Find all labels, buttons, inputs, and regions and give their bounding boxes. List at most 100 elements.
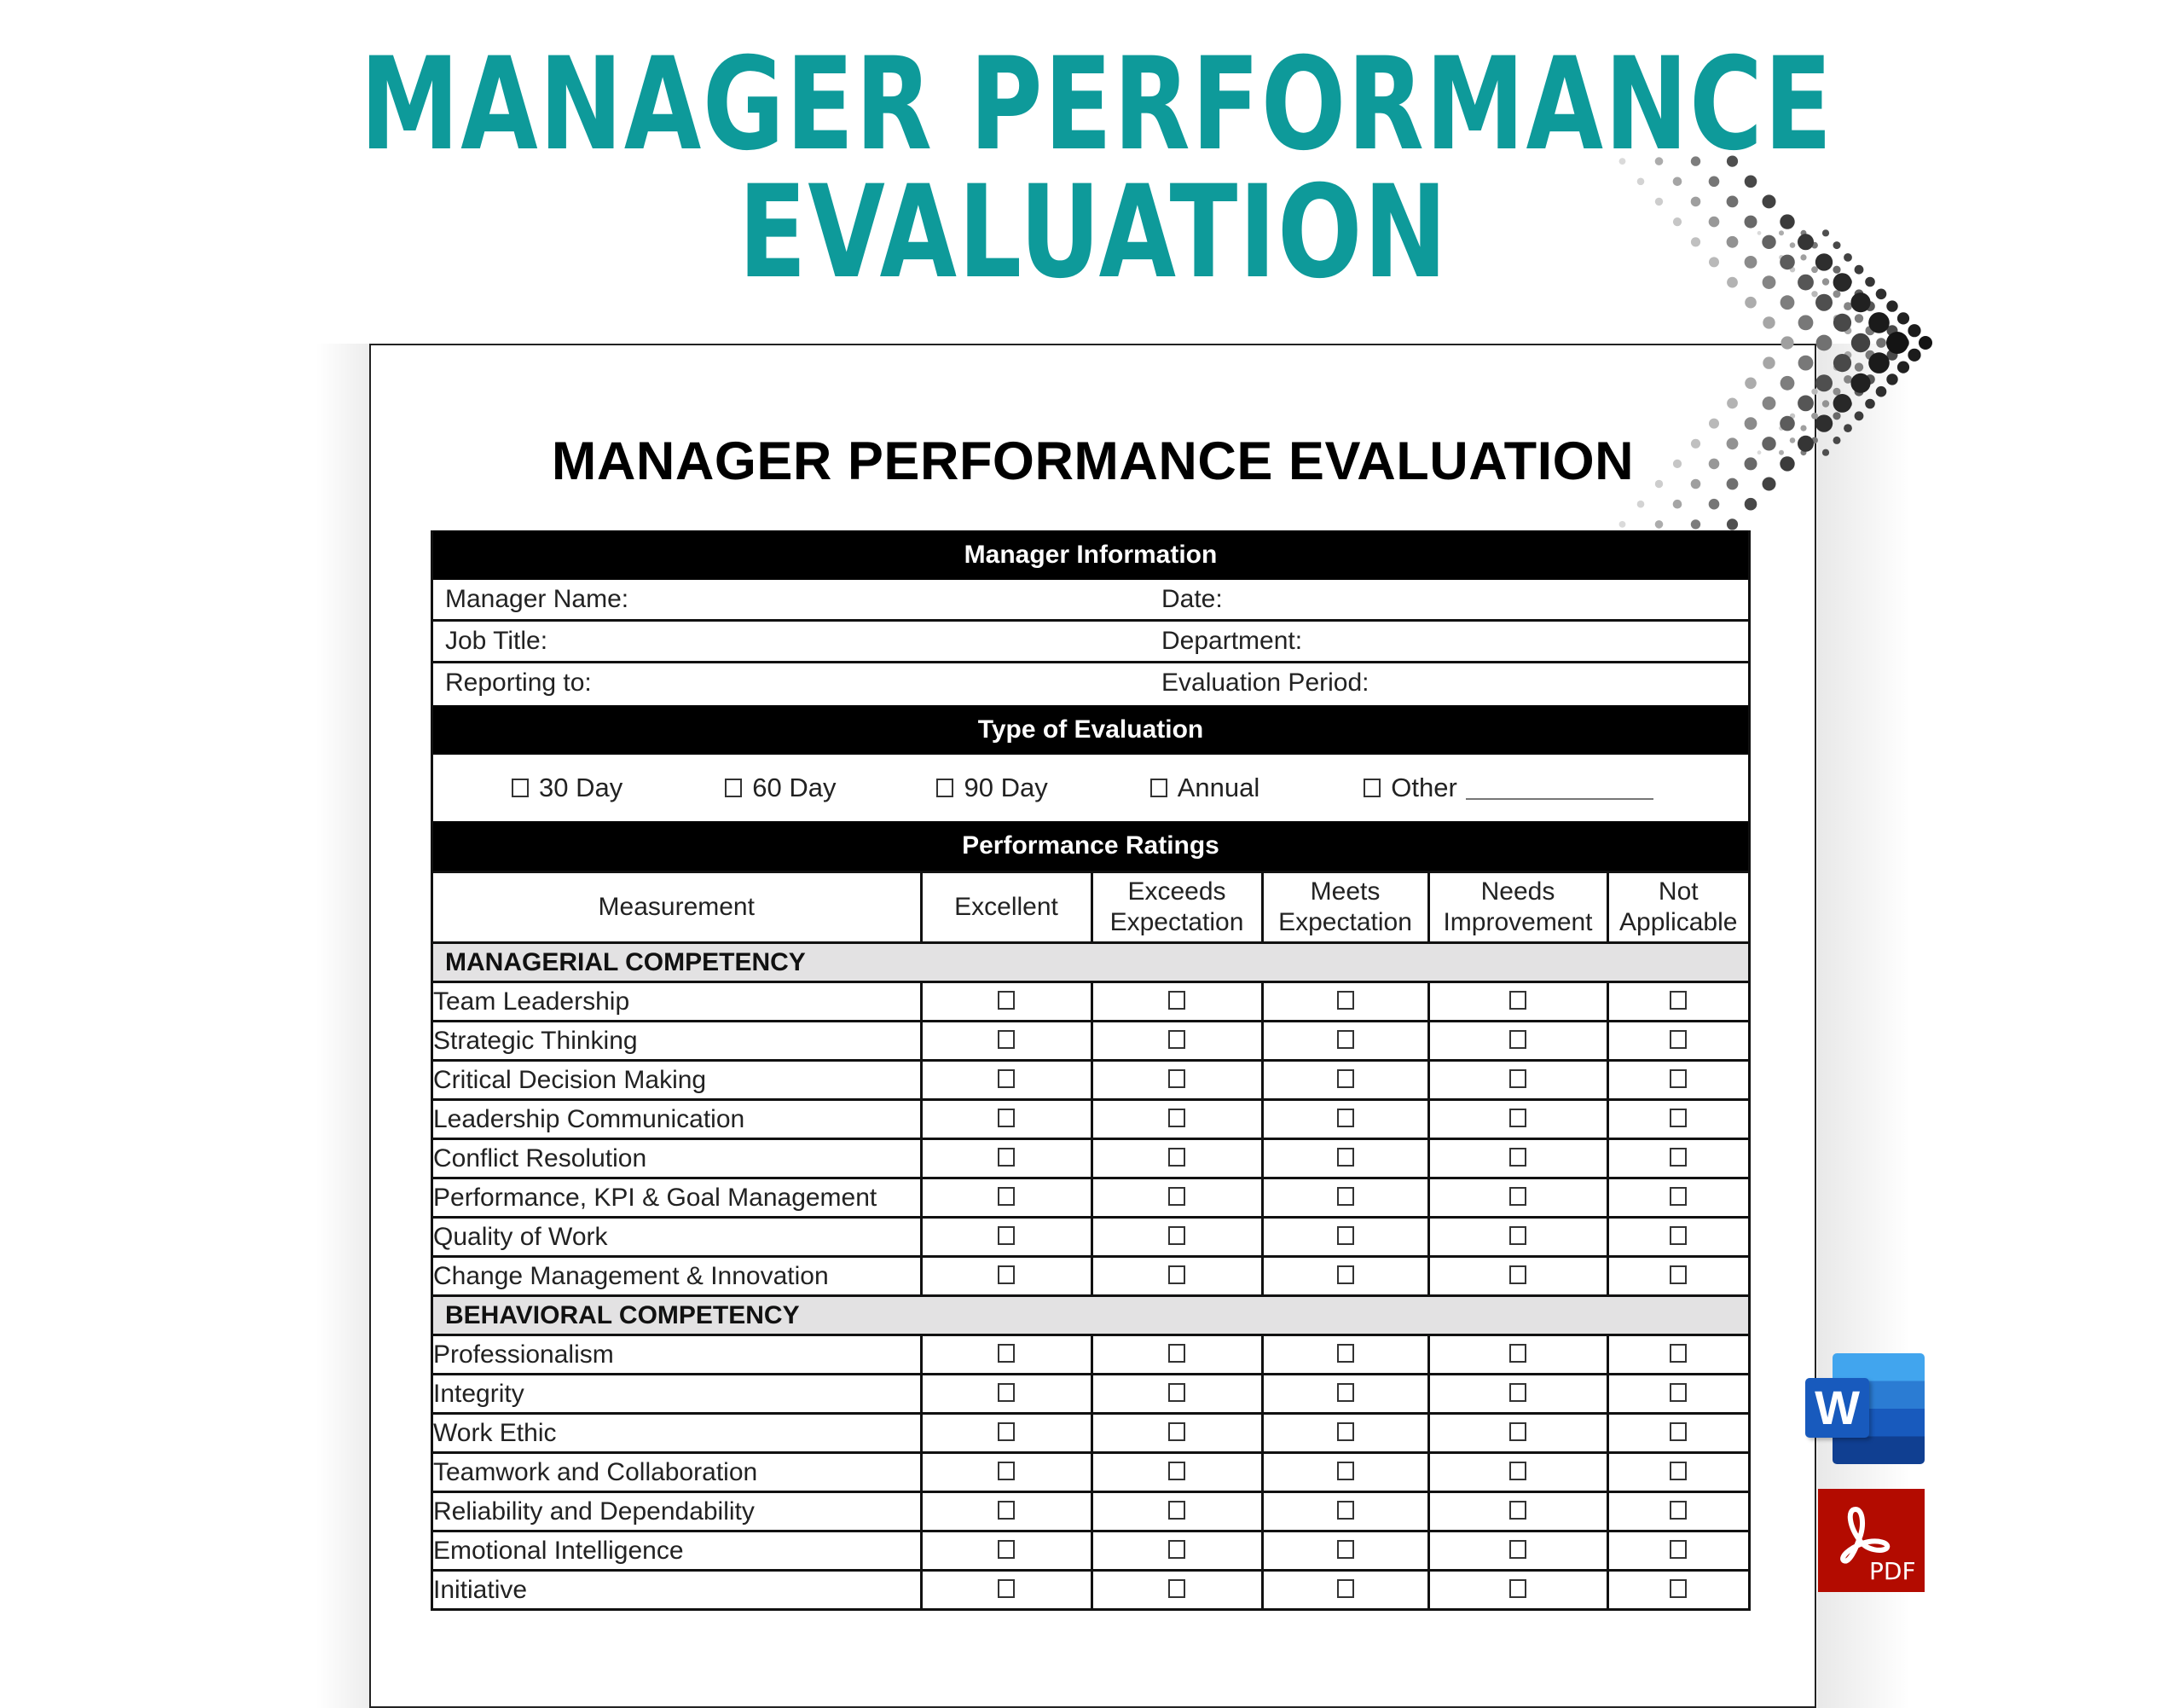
rating-checkbox[interactable] <box>1509 1265 1526 1284</box>
rating-checkbox[interactable] <box>1336 1578 1354 1598</box>
rating-checkbox[interactable] <box>998 1382 1015 1402</box>
evaluation-type-option[interactable]: Annual <box>1149 773 1259 803</box>
rating-checkbox[interactable] <box>998 1068 1015 1088</box>
rating-checkbox[interactable] <box>998 1578 1015 1598</box>
checkbox[interactable] <box>936 779 954 797</box>
checkbox[interactable] <box>1149 779 1167 797</box>
rating-checkbox[interactable] <box>1168 1421 1185 1441</box>
rating-checkbox[interactable] <box>1509 1382 1526 1402</box>
evaluation-type-option[interactable]: Other <box>1364 773 1653 803</box>
rating-checkbox[interactable] <box>1336 1382 1354 1402</box>
rating-checkbox[interactable] <box>1509 1461 1526 1480</box>
rating-checkbox[interactable] <box>1336 1500 1354 1520</box>
hero-title-line1: MANAGER PERFORMANCE <box>360 31 1833 179</box>
rating-cell <box>919 1530 1093 1572</box>
rating-checkbox[interactable] <box>1509 1578 1526 1598</box>
rating-checkbox[interactable] <box>1670 1186 1688 1206</box>
rating-checkbox[interactable] <box>1509 1186 1526 1206</box>
rating-checkbox[interactable] <box>1509 1029 1526 1049</box>
rating-checkbox[interactable] <box>1509 1500 1526 1520</box>
rating-checkbox[interactable] <box>998 1108 1015 1127</box>
rating-checkbox[interactable] <box>1670 1500 1688 1520</box>
rating-checkbox[interactable] <box>1336 1265 1354 1284</box>
rating-checkbox[interactable] <box>1168 1382 1185 1402</box>
table-row: Professionalism <box>433 1334 1748 1375</box>
rating-checkbox[interactable] <box>1670 990 1688 1010</box>
info-field-left[interactable]: Manager Name: <box>445 585 629 613</box>
info-field-left[interactable]: Reporting to: <box>445 669 592 697</box>
rating-checkbox[interactable] <box>1509 1225 1526 1245</box>
checkbox[interactable] <box>1364 779 1381 797</box>
rating-cell <box>1606 1530 1748 1572</box>
info-field-right[interactable]: Date: <box>1161 585 1223 613</box>
rating-checkbox[interactable] <box>1336 1421 1354 1441</box>
rating-checkbox[interactable] <box>1168 1500 1185 1520</box>
checkbox[interactable] <box>725 779 743 797</box>
rating-checkbox[interactable] <box>1670 1343 1688 1363</box>
manager-info-row: Reporting to: Evaluation Period: <box>433 663 1748 705</box>
rating-checkbox[interactable] <box>998 1265 1015 1284</box>
rating-checkbox[interactable] <box>1168 1461 1185 1480</box>
info-field-left[interactable]: Job Title: <box>445 627 548 655</box>
rating-checkbox[interactable] <box>1336 1343 1354 1363</box>
rating-checkbox[interactable] <box>1670 1421 1688 1441</box>
rating-checkbox[interactable] <box>1670 1029 1688 1049</box>
rating-checkbox[interactable] <box>1336 1068 1354 1088</box>
rating-checkbox[interactable] <box>1336 1108 1354 1127</box>
evaluation-type-option[interactable]: 60 Day <box>725 773 836 803</box>
rating-checkbox[interactable] <box>1670 1265 1688 1284</box>
rating-checkbox[interactable] <box>1168 1029 1185 1049</box>
rating-checkbox[interactable] <box>1509 1147 1526 1167</box>
rating-checkbox[interactable] <box>1670 1225 1688 1245</box>
rating-checkbox[interactable] <box>1670 1539 1688 1559</box>
rating-checkbox[interactable] <box>1168 1108 1185 1127</box>
rating-checkbox[interactable] <box>1670 1147 1688 1167</box>
rating-checkbox[interactable] <box>1670 1108 1688 1127</box>
evaluation-type-option[interactable]: 90 Day <box>936 773 1048 803</box>
rating-checkbox[interactable] <box>1336 1225 1354 1245</box>
rating-checkbox[interactable] <box>1509 1343 1526 1363</box>
rating-checkbox[interactable] <box>1168 1186 1185 1206</box>
rating-checkbox[interactable] <box>1509 1539 1526 1559</box>
rating-checkbox[interactable] <box>998 1029 1015 1049</box>
rating-checkbox[interactable] <box>1168 1225 1185 1245</box>
checkbox[interactable] <box>512 779 529 797</box>
evaluation-type-option[interactable]: 30 Day <box>512 773 622 803</box>
rating-cell <box>1606 1491 1748 1532</box>
rating-checkbox[interactable] <box>1336 1147 1354 1167</box>
rating-checkbox[interactable] <box>1336 1461 1354 1480</box>
rating-checkbox[interactable] <box>1509 1068 1526 1088</box>
rating-checkbox[interactable] <box>998 1539 1015 1559</box>
rating-checkbox[interactable] <box>998 1225 1015 1245</box>
rating-checkbox[interactable] <box>1509 1108 1526 1127</box>
rating-checkbox[interactable] <box>998 990 1015 1010</box>
rating-checkbox[interactable] <box>1336 990 1354 1010</box>
rating-cell <box>919 1491 1093 1532</box>
rating-checkbox[interactable] <box>1168 1265 1185 1284</box>
rating-checkbox[interactable] <box>1336 1539 1354 1559</box>
rating-checkbox[interactable] <box>1670 1382 1688 1402</box>
rating-checkbox[interactable] <box>998 1461 1015 1480</box>
info-field-right[interactable]: Department: <box>1161 627 1303 655</box>
rating-checkbox[interactable] <box>1168 1068 1185 1088</box>
rating-checkbox[interactable] <box>998 1421 1015 1441</box>
rating-checkbox[interactable] <box>1168 1539 1185 1559</box>
rating-checkbox[interactable] <box>1670 1461 1688 1480</box>
info-field-right[interactable]: Evaluation Period: <box>1161 669 1369 697</box>
rating-checkbox[interactable] <box>998 1343 1015 1363</box>
rating-checkbox[interactable] <box>1509 1421 1526 1441</box>
rating-checkbox[interactable] <box>1509 990 1526 1010</box>
rating-checkbox[interactable] <box>1168 1147 1185 1167</box>
other-blank-line[interactable] <box>1465 776 1653 800</box>
rating-checkbox[interactable] <box>1336 1186 1354 1206</box>
rating-checkbox[interactable] <box>1670 1578 1688 1598</box>
rating-checkbox[interactable] <box>1168 990 1185 1010</box>
rating-checkbox[interactable] <box>998 1500 1015 1520</box>
rating-checkbox[interactable] <box>998 1147 1015 1167</box>
rating-checkbox[interactable] <box>1168 1343 1185 1363</box>
rating-checkbox[interactable] <box>998 1186 1015 1206</box>
rating-checkbox[interactable] <box>1168 1578 1185 1598</box>
rating-checkbox[interactable] <box>1670 1068 1688 1088</box>
option-label: Other <box>1391 773 1457 802</box>
rating-checkbox[interactable] <box>1336 1029 1354 1049</box>
